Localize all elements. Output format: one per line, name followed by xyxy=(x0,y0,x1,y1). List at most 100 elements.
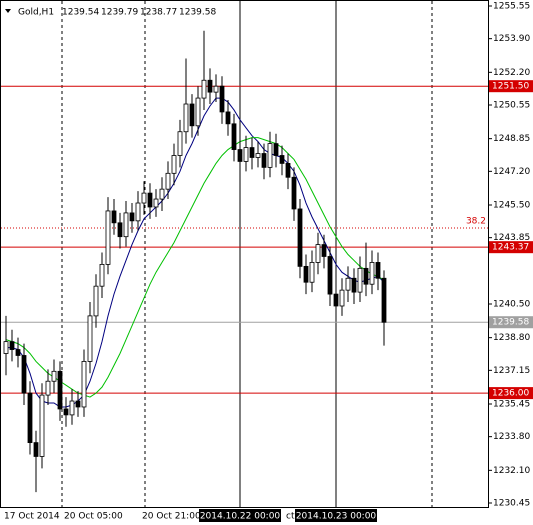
plot-frame xyxy=(0,0,489,508)
candle-body xyxy=(153,198,159,208)
candle-body xyxy=(147,192,153,208)
y-tick-label: 1252.20 xyxy=(493,68,530,78)
candle-body xyxy=(381,277,387,323)
candle-body xyxy=(243,147,249,162)
candle-body xyxy=(33,442,39,457)
candle-body xyxy=(93,285,99,317)
x-label-box xyxy=(295,509,377,522)
level-label-box xyxy=(489,387,533,400)
x-tick-label: 17 Oct 2014 xyxy=(4,512,60,522)
candle-body xyxy=(183,103,189,133)
candle-body xyxy=(273,143,279,156)
candle-body xyxy=(297,208,303,267)
candle-body xyxy=(327,256,333,295)
candle-body xyxy=(57,370,63,410)
candle-body xyxy=(69,400,75,416)
candle-body xyxy=(165,172,171,190)
candle-body xyxy=(9,341,15,350)
candle-body xyxy=(303,265,309,283)
candle-body xyxy=(171,155,177,174)
menu-arrow xyxy=(5,9,11,13)
level-label: 1239.58 xyxy=(492,318,529,328)
candle-body xyxy=(135,202,141,222)
candle-body xyxy=(189,103,195,127)
candle-body xyxy=(159,188,165,200)
candle-body xyxy=(177,131,183,156)
candle-body xyxy=(315,244,321,263)
y-tick-label: 1240.50 xyxy=(493,300,530,310)
candle-body xyxy=(195,97,201,127)
candle-body xyxy=(87,315,93,362)
candle-body xyxy=(207,79,213,93)
candle-body xyxy=(63,408,69,416)
moving-average xyxy=(5,137,385,398)
x-tick-label: 2014.10.22 00:00 xyxy=(200,512,281,522)
x-tick-label: 20 Oct 05:00 xyxy=(64,512,123,522)
candle-body xyxy=(369,262,375,285)
fib-label: 38.2 xyxy=(466,216,486,226)
y-tick-label: 1255.55 xyxy=(493,2,530,12)
x-tick-label: 2014.10.23 00:00 xyxy=(296,512,377,522)
info-value: 1239.54 xyxy=(62,8,99,18)
x-tick-label: 20 Oct 21:00 xyxy=(142,512,201,522)
y-tick-label: 1243.85 xyxy=(493,233,530,243)
chart-title: Gold,H1 xyxy=(18,8,54,18)
y-tick-label: 1232.10 xyxy=(493,466,530,476)
level-label: 1243.37 xyxy=(492,243,529,253)
x-label-box xyxy=(199,509,281,522)
candle-body xyxy=(129,212,135,222)
level-label: 1251.50 xyxy=(492,82,529,92)
candle-body xyxy=(21,355,27,394)
candle-body xyxy=(279,155,285,164)
candle-body xyxy=(51,370,57,382)
candle-body xyxy=(117,222,123,238)
y-tick-label: 1245.50 xyxy=(493,200,530,210)
candle-body xyxy=(213,85,219,93)
candle-body xyxy=(231,123,237,150)
candle-body xyxy=(27,392,33,444)
candle-body xyxy=(81,361,87,408)
candle-body xyxy=(111,210,117,224)
y-tick-label: 1235.45 xyxy=(493,399,530,409)
candle-body xyxy=(291,176,297,210)
y-tick-label: 1250.55 xyxy=(493,101,530,111)
info-value: 1238.77 xyxy=(140,8,177,18)
candle-body xyxy=(267,143,273,168)
candle-body xyxy=(363,267,369,285)
y-tick-label: 1233.80 xyxy=(493,432,530,442)
candle-body xyxy=(99,264,105,287)
candle-body xyxy=(201,79,207,99)
candle-body xyxy=(261,153,267,168)
candle-body xyxy=(3,341,9,354)
level-label: 1236.00 xyxy=(492,389,529,399)
candle-body xyxy=(237,149,243,162)
info-value: 1239.79 xyxy=(101,8,138,18)
candle-body xyxy=(123,212,129,238)
y-tick-label: 1248.85 xyxy=(493,134,530,144)
candle-body xyxy=(333,293,339,307)
y-tick-label: 1237.15 xyxy=(493,366,530,376)
candle-body xyxy=(75,400,81,408)
candle-body xyxy=(255,153,261,158)
candle-body xyxy=(351,277,357,293)
level-label-box xyxy=(489,241,533,254)
candle-body xyxy=(285,163,291,178)
candle-body xyxy=(357,267,363,293)
candle-body xyxy=(375,262,381,279)
level-label-box xyxy=(489,80,533,93)
y-tick-label: 1230.45 xyxy=(493,499,530,509)
candle-body xyxy=(339,289,345,307)
candle-body xyxy=(45,380,51,396)
y-tick-label: 1238.80 xyxy=(493,333,530,343)
x-tick-label: ct 0 xyxy=(286,512,303,522)
moving-average xyxy=(6,97,385,408)
candle-body xyxy=(249,147,255,158)
y-tick-label: 1247.20 xyxy=(493,167,530,177)
candle-body xyxy=(105,210,111,265)
candle-body xyxy=(141,192,147,204)
candle-body xyxy=(345,277,351,291)
y-tick-label: 1253.90 xyxy=(493,34,530,44)
candle-body xyxy=(39,394,45,457)
